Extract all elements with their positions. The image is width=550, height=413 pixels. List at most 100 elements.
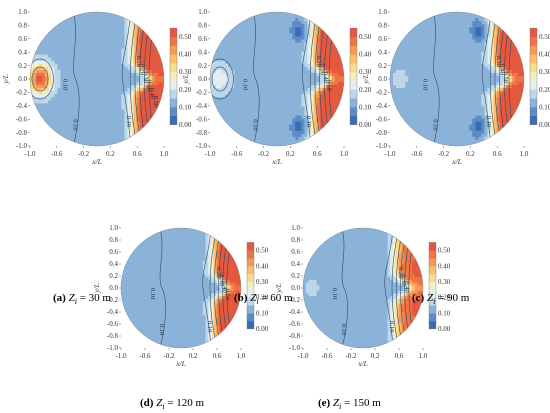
field-cell	[106, 42, 110, 46]
field-cell	[142, 130, 147, 135]
field-cell	[255, 115, 260, 119]
field-cell	[286, 118, 290, 123]
field-cell	[97, 115, 101, 119]
field-cell	[466, 33, 470, 37]
field-cell	[435, 27, 440, 31]
contour-label: 0.30	[319, 64, 326, 75]
field-cell	[139, 94, 144, 98]
field-cell	[319, 82, 324, 86]
field-cell	[261, 60, 266, 65]
field-cell	[148, 82, 153, 86]
field-cell	[112, 133, 116, 138]
contour-label: 0.30	[145, 80, 152, 91]
field-cell	[292, 57, 296, 62]
field-cell	[487, 42, 491, 46]
field-cell	[103, 54, 107, 59]
field-cell	[133, 115, 137, 119]
field-cell	[106, 24, 110, 28]
field-cell	[298, 24, 302, 28]
field-cell	[273, 72, 278, 77]
field-cell	[30, 24, 34, 28]
field-cell	[81, 24, 86, 28]
field-cell	[292, 69, 296, 74]
field-cell	[237, 27, 241, 31]
field-cell	[103, 94, 107, 98]
field-cell	[313, 136, 317, 141]
field-cell	[72, 118, 77, 123]
field-cell	[225, 21, 229, 25]
field-cell	[39, 121, 43, 126]
field-cell	[222, 18, 226, 22]
field-cell	[133, 142, 137, 146]
field-cell	[249, 12, 254, 16]
field-cell	[457, 60, 461, 65]
field-cell	[264, 42, 269, 46]
field-cell	[121, 27, 125, 31]
field-cell	[295, 63, 299, 68]
field-cell	[81, 127, 86, 132]
field-cell	[240, 112, 244, 116]
field-cell	[142, 115, 147, 119]
field-cell	[280, 21, 284, 25]
field-cell	[118, 39, 122, 43]
field-cell	[231, 15, 235, 19]
field-cell	[277, 51, 281, 56]
field-cell	[133, 103, 137, 107]
field-cell	[139, 142, 144, 146]
field-cell	[30, 54, 34, 59]
field-cell	[405, 57, 409, 62]
field-cell	[286, 88, 290, 92]
field-cell	[118, 133, 122, 138]
field-cell	[139, 118, 144, 123]
field-cell	[340, 142, 344, 146]
field-cell	[402, 63, 406, 68]
field-cell	[478, 24, 482, 28]
field-cell	[54, 85, 58, 89]
field-cell	[261, 127, 266, 132]
field-cell	[423, 24, 427, 28]
field-cell	[310, 94, 314, 98]
field-cell	[160, 54, 164, 59]
field-cell	[210, 103, 214, 107]
field-cell	[277, 60, 281, 65]
field-cell	[133, 30, 137, 34]
field-cell	[234, 57, 238, 62]
field-cell	[264, 60, 269, 65]
field-cell	[429, 33, 434, 37]
field-cell	[408, 18, 412, 22]
field-cell	[63, 115, 67, 119]
field-cell	[118, 139, 122, 144]
field-cell	[432, 57, 437, 62]
field-cell	[160, 24, 164, 28]
field-cell	[81, 30, 86, 34]
field-cell	[252, 88, 257, 92]
field-cell	[130, 15, 134, 19]
field-cell	[511, 21, 516, 25]
field-cell	[261, 45, 266, 49]
field-cell	[124, 27, 128, 31]
field-cell	[289, 66, 293, 71]
field-cell	[118, 79, 122, 83]
field-cell	[457, 42, 461, 46]
field-cell	[450, 36, 455, 40]
contour-line	[121, 12, 131, 146]
field-cell	[292, 115, 296, 119]
field-cell	[109, 106, 113, 110]
field-cell	[213, 30, 217, 34]
field-cell	[45, 136, 49, 141]
field-cell	[514, 60, 519, 65]
field-cell	[402, 69, 406, 74]
field-cell	[60, 12, 64, 16]
field-cell	[273, 54, 278, 59]
field-cell	[252, 21, 257, 25]
colorbar-swatch	[170, 89, 177, 99]
field-cell	[444, 57, 449, 62]
field-cell	[45, 88, 49, 92]
field-cell	[469, 48, 473, 52]
field-cell	[505, 48, 510, 52]
field-cell	[145, 42, 150, 46]
contour-line	[309, 12, 318, 146]
field-cell	[42, 139, 46, 144]
field-cell	[313, 130, 317, 135]
field-cell	[231, 85, 235, 89]
